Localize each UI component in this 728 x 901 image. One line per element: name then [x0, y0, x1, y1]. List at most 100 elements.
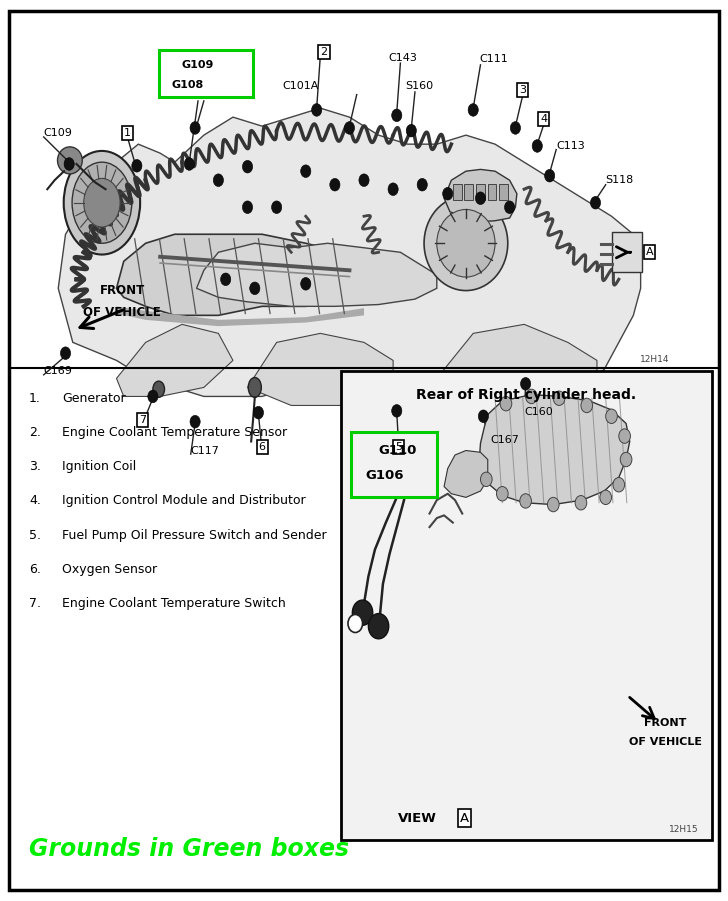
Text: G110: G110	[379, 444, 416, 457]
Bar	[453, 184, 462, 200]
Polygon shape	[116, 234, 364, 315]
Text: C109: C109	[44, 128, 73, 139]
Circle shape	[250, 282, 260, 295]
Bar	[341, 371, 712, 840]
Ellipse shape	[248, 378, 261, 397]
Ellipse shape	[84, 178, 120, 227]
Circle shape	[480, 472, 492, 487]
Text: OF VEHICLE: OF VEHICLE	[84, 306, 161, 319]
Circle shape	[545, 169, 555, 182]
Text: 1.: 1.	[29, 392, 41, 405]
Circle shape	[64, 158, 74, 170]
Text: 7: 7	[139, 414, 146, 425]
Circle shape	[575, 496, 587, 510]
Circle shape	[619, 429, 630, 443]
Text: 4: 4	[540, 114, 547, 124]
Bar	[612, 232, 642, 272]
Text: 2: 2	[320, 47, 328, 58]
Circle shape	[606, 409, 617, 423]
Text: G109: G109	[182, 59, 214, 70]
Circle shape	[242, 201, 253, 214]
Circle shape	[553, 391, 565, 405]
Text: Rear of Right cylinder head.: Rear of Right cylinder head.	[416, 387, 636, 402]
Text: C111: C111	[480, 54, 508, 65]
Polygon shape	[444, 169, 517, 222]
Bar	[476, 184, 485, 200]
Text: C143: C143	[389, 52, 418, 63]
Circle shape	[368, 614, 389, 639]
Ellipse shape	[58, 147, 82, 174]
Circle shape	[547, 497, 559, 512]
Text: 1: 1	[124, 128, 131, 139]
Text: G108: G108	[172, 79, 204, 90]
Circle shape	[132, 159, 142, 172]
Circle shape	[505, 201, 515, 214]
Circle shape	[521, 378, 531, 390]
Text: Engine Coolant Temperature Switch: Engine Coolant Temperature Switch	[62, 597, 285, 610]
Ellipse shape	[437, 209, 495, 278]
Text: Fuel Pump Oil Pressure Switch and Sender: Fuel Pump Oil Pressure Switch and Sender	[62, 529, 326, 542]
Ellipse shape	[153, 381, 165, 397]
Circle shape	[443, 187, 453, 200]
Circle shape	[417, 178, 427, 191]
Circle shape	[253, 406, 264, 419]
Text: A: A	[646, 247, 653, 258]
Bar	[159, 50, 253, 97]
Circle shape	[60, 347, 71, 359]
Circle shape	[190, 122, 200, 134]
Bar	[464, 184, 473, 200]
Text: 3: 3	[519, 85, 526, 96]
Circle shape	[272, 201, 282, 214]
Circle shape	[392, 405, 402, 417]
Text: C169: C169	[44, 366, 73, 377]
Text: FRONT: FRONT	[644, 718, 687, 728]
Text: FRONT: FRONT	[100, 285, 145, 297]
Text: 2.: 2.	[29, 426, 41, 439]
Text: 5: 5	[395, 441, 403, 452]
Circle shape	[184, 158, 194, 170]
Circle shape	[620, 452, 632, 467]
Polygon shape	[116, 324, 233, 396]
Text: Ignition Coil: Ignition Coil	[62, 460, 136, 473]
Circle shape	[613, 478, 625, 492]
Text: 12H14: 12H14	[640, 355, 670, 364]
Polygon shape	[116, 306, 364, 326]
Circle shape	[312, 104, 322, 116]
Text: Ignition Control Module and Distributor: Ignition Control Module and Distributor	[62, 495, 306, 507]
Text: 6: 6	[258, 441, 266, 452]
Text: 4.: 4.	[29, 495, 41, 507]
Circle shape	[600, 490, 612, 505]
Circle shape	[392, 109, 402, 122]
Circle shape	[475, 192, 486, 205]
Text: 3.: 3.	[29, 460, 41, 473]
Text: VIEW: VIEW	[398, 812, 437, 824]
Text: G106: G106	[365, 469, 403, 482]
Circle shape	[348, 614, 363, 633]
Circle shape	[500, 396, 512, 411]
Text: C160: C160	[524, 406, 553, 417]
Text: C117: C117	[191, 445, 220, 456]
Ellipse shape	[72, 162, 132, 243]
Circle shape	[510, 122, 521, 134]
Text: 12H15: 12H15	[669, 825, 699, 834]
Text: C113: C113	[556, 141, 585, 151]
Circle shape	[359, 174, 369, 187]
Text: 5.: 5.	[29, 529, 41, 542]
Circle shape	[468, 104, 478, 116]
Circle shape	[590, 196, 601, 209]
Circle shape	[520, 494, 531, 508]
Text: S160: S160	[405, 81, 433, 92]
Ellipse shape	[424, 196, 508, 290]
Circle shape	[496, 487, 508, 501]
Text: 6.: 6.	[29, 563, 41, 576]
Polygon shape	[444, 450, 488, 497]
Text: Generator: Generator	[62, 392, 125, 405]
Ellipse shape	[64, 150, 141, 254]
Circle shape	[581, 398, 593, 413]
Bar	[351, 432, 437, 497]
Text: OF VEHICLE: OF VEHICLE	[629, 737, 702, 747]
Polygon shape	[479, 395, 630, 505]
Circle shape	[301, 165, 311, 177]
Polygon shape	[58, 108, 641, 414]
Circle shape	[221, 273, 231, 286]
